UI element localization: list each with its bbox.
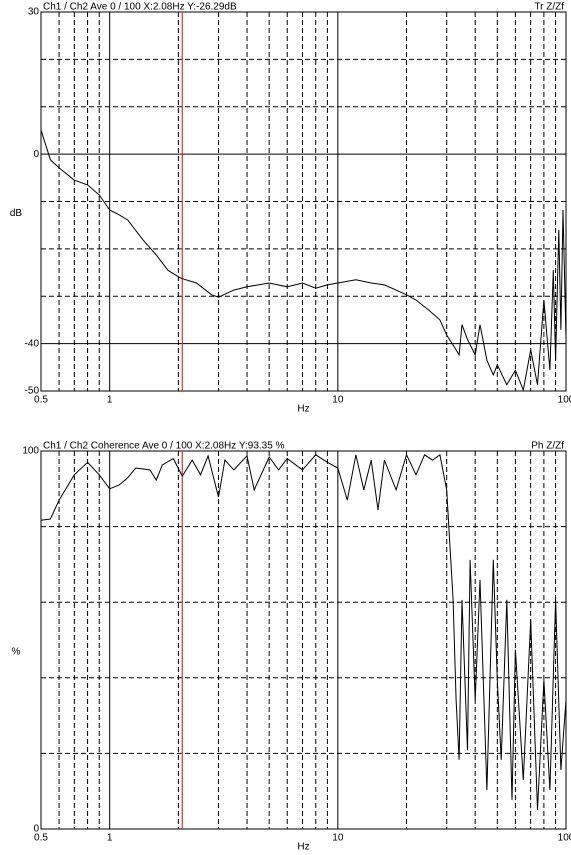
x-tick-label: 10 xyxy=(332,395,344,406)
chart-title-right: Tr Z/Zf xyxy=(534,2,564,13)
x-tick-label: 1 xyxy=(107,395,113,406)
x-tick-label: 10 xyxy=(332,833,344,844)
y-tick-label: 30 xyxy=(28,7,40,18)
x-axis-label: Hz xyxy=(297,404,309,415)
y-tick-label: 0 xyxy=(33,149,39,160)
y-tick-label: -50 xyxy=(25,386,40,397)
y-tick-label: 0 xyxy=(33,824,39,835)
y-axis-label: dB xyxy=(10,208,23,219)
plot-frame xyxy=(40,450,567,830)
plot-frame xyxy=(40,11,567,392)
x-axis-label: Hz xyxy=(297,842,309,853)
y-tick-label: -40 xyxy=(25,338,40,349)
chart-title-right: Ph Z/Zf xyxy=(531,441,564,452)
y-tick-label: 100 xyxy=(22,446,39,457)
chart-title: Ch1 / Ch2 Ave 0 / 100 X:2.08Hz Y:-26.29d… xyxy=(43,2,237,13)
data-line xyxy=(40,453,567,811)
y-axis-label: % xyxy=(12,647,21,658)
x-tick-label: 100 xyxy=(558,833,571,844)
data-line xyxy=(40,129,567,392)
x-tick-label: 0.5 xyxy=(34,395,48,406)
x-tick-label: 1 xyxy=(107,833,113,844)
x-tick-label: 100 xyxy=(558,395,571,406)
x-tick-label: 0.5 xyxy=(34,833,48,844)
chart-title: Ch1 / Ch2 Coherence Ave 0 / 100 X:2.08Hz… xyxy=(43,441,285,452)
